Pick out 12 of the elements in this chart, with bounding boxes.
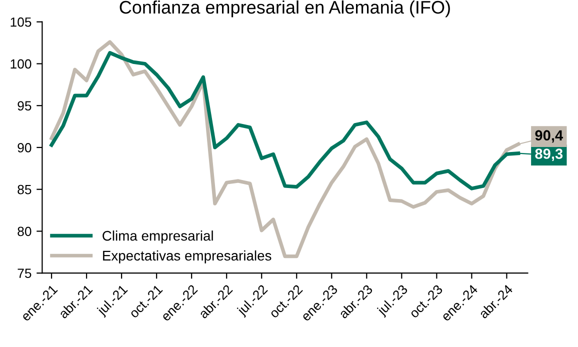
legend-label: Expectativas empresariales — [103, 250, 272, 264]
data-label: 90,4 — [535, 130, 564, 143]
y-tick-label: 75 — [18, 268, 32, 278]
chart-title: Confianza empresarial en Alemania (IFO) — [120, 0, 450, 18]
y-tick-label: 90 — [18, 143, 32, 152]
y-tick-label: 85 — [18, 184, 32, 194]
y-tick-label: 80 — [18, 226, 32, 236]
y-tick-label: 105 — [10, 17, 32, 27]
y-tick-label: 95 — [18, 101, 32, 111]
data-label: 89,3 — [535, 148, 563, 162]
legend-label: Clima empresarial — [102, 230, 213, 244]
y-tick-label: 100 — [10, 59, 32, 69]
